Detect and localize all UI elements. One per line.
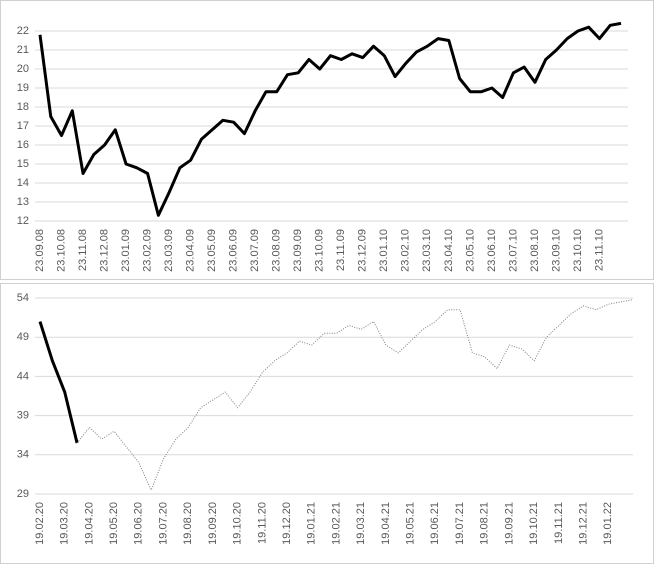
- x-tick-label: 23.06.10: [486, 229, 498, 272]
- x-tick-label: 19.04.20: [83, 502, 95, 545]
- x-tick-label: 23.09.08: [34, 229, 46, 272]
- data-line: [38, 321, 79, 444]
- y-tick-label: 18: [17, 101, 29, 113]
- x-tick-label: 23.06.09: [228, 229, 240, 272]
- data-line: [76, 299, 634, 491]
- x-tick-label: 19.12.20: [281, 502, 293, 545]
- x-tick-label: 23.03.10: [421, 229, 433, 272]
- x-tick-label: 23.05.09: [206, 229, 218, 272]
- x-tick-label: 19.12.21: [577, 502, 589, 545]
- y-tick-label: 12: [17, 215, 29, 227]
- x-tick-label: 23.02.09: [141, 229, 153, 272]
- x-tick-label: 19.01.22: [602, 502, 614, 545]
- x-tick-label: 19.03.20: [59, 502, 71, 545]
- x-tick-label: 19.02.20: [34, 502, 46, 545]
- x-tick-label: 23.04.10: [443, 229, 455, 272]
- x-tick-label: 23.02.10: [400, 229, 412, 272]
- x-tick-label: 19.08.20: [182, 502, 194, 545]
- data-line: [38, 21, 622, 217]
- y-tick-label: 13: [17, 196, 29, 208]
- x-tick-label: 23.08.10: [529, 229, 541, 272]
- x-tick-label: 19.11.20: [256, 502, 268, 544]
- x-tick-label: 23.09.09: [292, 229, 304, 272]
- x-tick-label: 19.09.21: [503, 502, 515, 545]
- x-tick-label: 19.10.21: [528, 502, 540, 545]
- x-tick-label: 23.08.09: [271, 229, 283, 272]
- x-tick-label: 19.01.21: [306, 502, 318, 545]
- y-tick-label: 44: [17, 370, 29, 382]
- x-tick-label: 23.12.09: [357, 229, 369, 272]
- y-tick-label: 29: [17, 488, 29, 500]
- x-tick-label: 19.06.20: [133, 502, 145, 545]
- x-tick-label: 23.07.10: [507, 229, 519, 272]
- x-tick-label: 19.10.20: [232, 502, 244, 545]
- y-tick-label: 15: [17, 158, 29, 170]
- x-tick-label: 23.11.09: [335, 229, 347, 271]
- x-tick-label: 19.05.20: [108, 502, 120, 545]
- x-tick-label: 23.05.10: [464, 229, 476, 272]
- x-tick-label: 23.11.08: [77, 229, 89, 271]
- x-tick-label: 23.10.10: [572, 229, 584, 272]
- x-tick-label: 23.07.09: [249, 229, 261, 272]
- y-tick-label: 54: [17, 292, 29, 304]
- x-tick-label: 19.07.21: [454, 502, 466, 545]
- y-tick-label: 20: [17, 63, 29, 75]
- x-tick-label: 19.06.21: [429, 502, 441, 545]
- x-tick-label: 19.11.21: [553, 502, 565, 544]
- x-tick-label: 23.01.09: [120, 229, 132, 272]
- x-tick-label: 23.04.09: [185, 229, 197, 272]
- x-tick-label: 23.11.10: [593, 229, 605, 271]
- y-tick-label: 39: [17, 410, 29, 422]
- x-tick-label: 23.12.08: [98, 229, 110, 272]
- y-tick-label: 17: [17, 120, 29, 132]
- x-tick-label: 19.03.21: [355, 502, 367, 545]
- x-tick-label: 23.10.08: [55, 229, 67, 272]
- x-tick-label: 19.09.20: [207, 502, 219, 545]
- x-tick-label: 23.01.10: [378, 229, 390, 272]
- chart-panel: [0, 283, 654, 564]
- x-tick-label: 19.07.20: [157, 502, 169, 545]
- x-tick-label: 23.09.10: [550, 229, 562, 272]
- x-tick-label: 23.03.09: [163, 229, 175, 272]
- y-tick-label: 34: [17, 449, 29, 461]
- y-tick-label: 22: [17, 25, 29, 37]
- x-tick-label: 19.05.21: [405, 502, 417, 545]
- y-tick-label: 14: [17, 177, 29, 189]
- y-tick-label: 21: [17, 44, 29, 56]
- x-tick-label: 19.04.21: [380, 502, 392, 545]
- x-tick-label: 19.08.21: [479, 502, 491, 545]
- y-tick-label: 16: [17, 139, 29, 151]
- y-tick-label: 49: [17, 331, 29, 343]
- x-tick-label: 23.10.09: [314, 229, 326, 272]
- x-tick-label: 19.02.21: [330, 502, 342, 545]
- y-tick-label: 19: [17, 82, 29, 94]
